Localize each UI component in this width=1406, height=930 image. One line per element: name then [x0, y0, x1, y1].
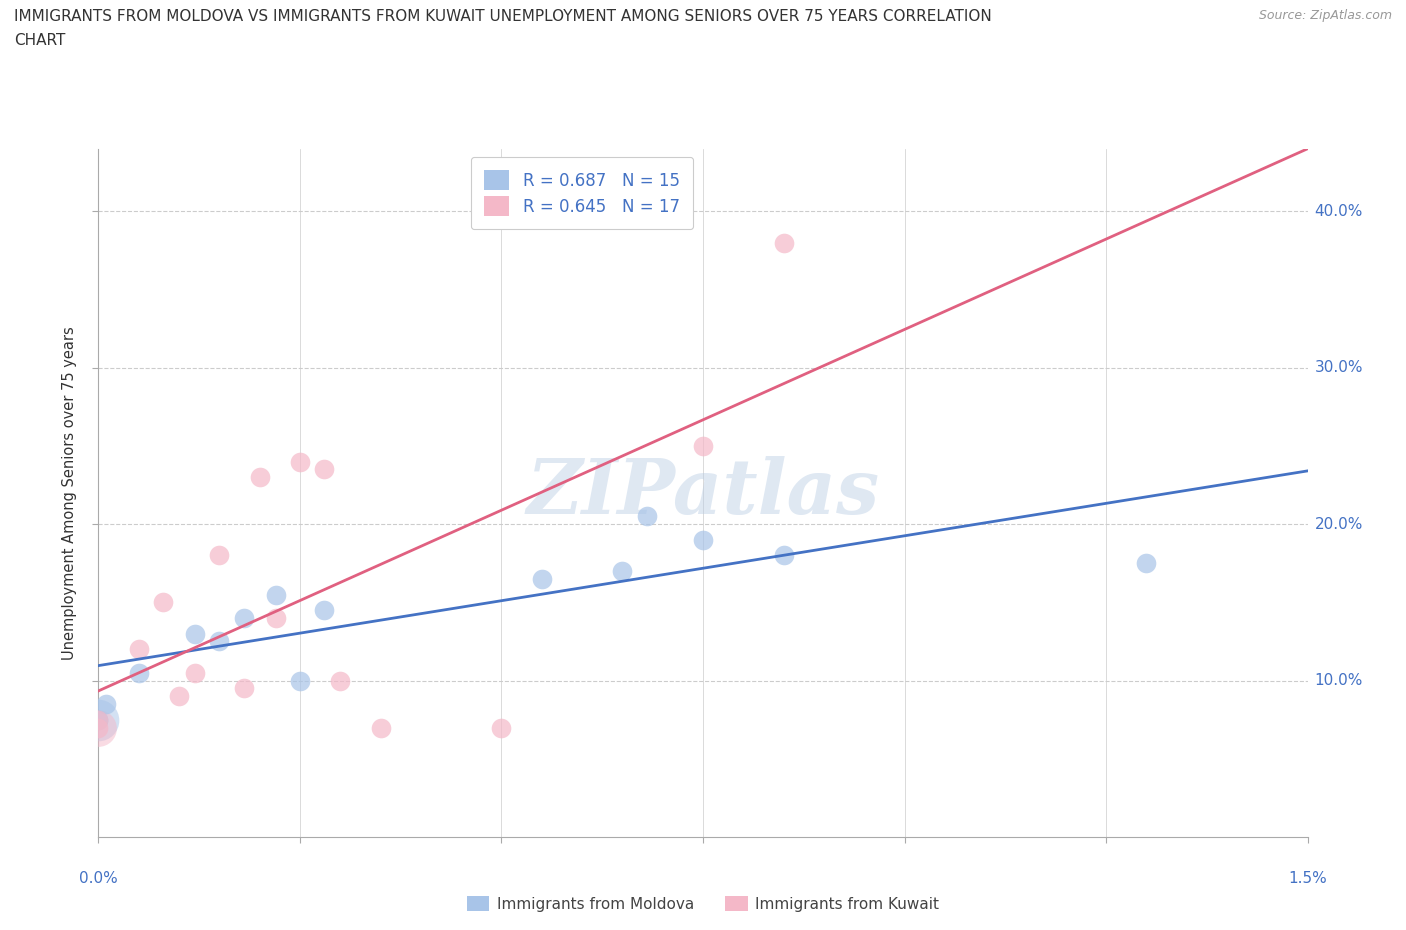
Point: [87, 712, 110, 727]
Text: 0.0%: 0.0%: [79, 871, 118, 886]
Point: [772, 235, 794, 250]
Point: [772, 548, 794, 563]
Text: IMMIGRANTS FROM MOLDOVA VS IMMIGRANTS FROM KUWAIT UNEMPLOYMENT AMONG SENIORS OVE: IMMIGRANTS FROM MOLDOVA VS IMMIGRANTS FR…: [14, 9, 991, 24]
Point: [329, 673, 352, 688]
Text: 10.0%: 10.0%: [1315, 673, 1362, 688]
Point: [249, 470, 271, 485]
Point: [184, 626, 207, 641]
Text: 30.0%: 30.0%: [1315, 360, 1362, 376]
Point: [184, 665, 207, 680]
Point: [264, 587, 287, 602]
Legend: R = 0.687   N = 15, R = 0.645   N = 17: R = 0.687 N = 15, R = 0.645 N = 17: [471, 157, 693, 229]
Point: [692, 532, 714, 547]
Point: [208, 634, 231, 649]
Text: 40.0%: 40.0%: [1315, 204, 1362, 219]
Point: [491, 720, 513, 735]
Point: [87, 720, 110, 735]
Point: [1135, 556, 1157, 571]
Text: 20.0%: 20.0%: [1315, 517, 1362, 532]
Point: [612, 564, 634, 578]
Point: [128, 665, 150, 680]
Point: [530, 571, 553, 587]
Legend: Immigrants from Moldova, Immigrants from Kuwait: Immigrants from Moldova, Immigrants from…: [460, 889, 946, 918]
Point: [636, 509, 658, 524]
Point: [288, 673, 311, 688]
Point: [167, 689, 190, 704]
Point: [152, 595, 174, 610]
Text: Source: ZipAtlas.com: Source: ZipAtlas.com: [1258, 9, 1392, 22]
Point: [128, 642, 150, 657]
Point: [288, 454, 311, 469]
Point: [264, 611, 287, 626]
Text: 1.5%: 1.5%: [1288, 871, 1327, 886]
Text: CHART: CHART: [14, 33, 66, 47]
Point: [692, 439, 714, 454]
Point: [87, 720, 110, 735]
Point: [87, 712, 110, 727]
Point: [232, 681, 254, 696]
Point: [314, 462, 336, 477]
Point: [370, 720, 392, 735]
Text: ZIPatlas: ZIPatlas: [526, 456, 880, 530]
Point: [208, 548, 231, 563]
Point: [96, 697, 118, 711]
Point: [232, 611, 254, 626]
Point: [314, 603, 336, 618]
Point: [87, 712, 110, 727]
Y-axis label: Unemployment Among Seniors over 75 years: Unemployment Among Seniors over 75 years: [62, 326, 77, 659]
